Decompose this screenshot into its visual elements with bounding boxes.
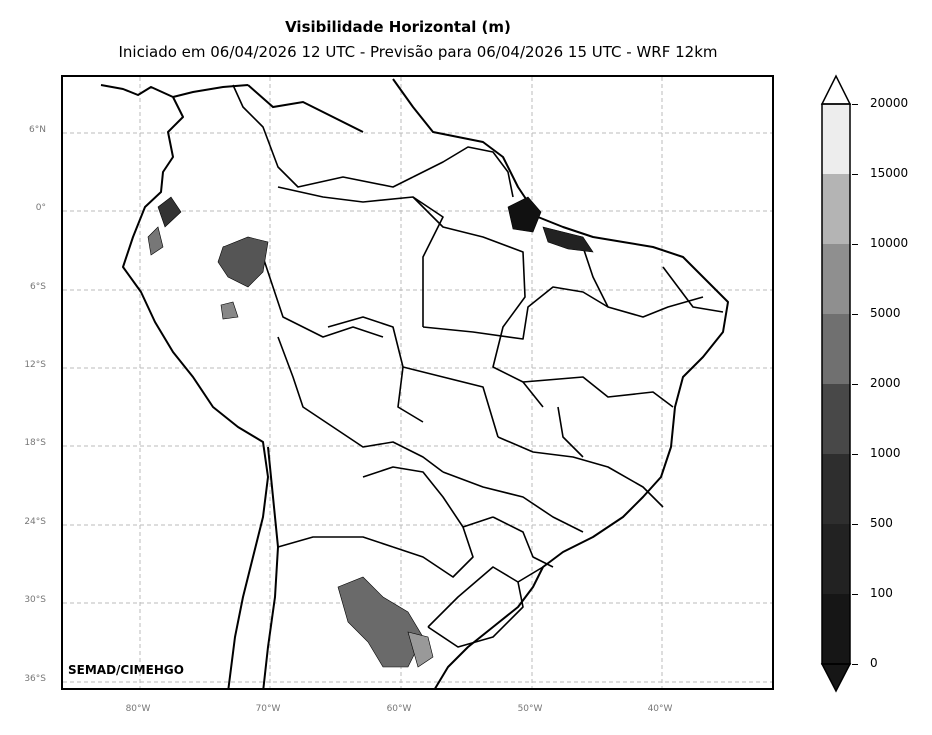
border-brazil-state-10 [492,516,554,568]
colorbar-segment [822,454,850,524]
cluster-argentina [337,576,424,668]
colorbar-segment [822,384,850,454]
gridlines [63,77,772,688]
border-brazil-state-9 [662,266,724,313]
lon-label-70w: 70°W [255,704,281,714]
lat-label-0: 0° [35,203,46,213]
coastline [100,78,729,688]
contour-clusters [147,196,594,668]
border-argentina-north [277,536,394,548]
colorbar-tick-mark [852,664,858,665]
border-bolivia-brazil [327,316,424,423]
colorbar-tick-label: 500 [870,516,893,530]
colorbar-segment [822,244,850,314]
colorbar-tick-mark [852,174,858,175]
colorbar-segment [822,524,850,594]
border-brazil-state-1 [412,196,544,408]
border-colombia-venezuela [232,84,414,188]
lat-label-6n: 6°N [29,125,46,135]
lat-label-24s: 24°S [24,517,46,527]
lon-label-80w: 80°W [125,704,151,714]
colorbar-tick-mark [852,594,858,595]
colorbar-segment [822,174,850,244]
chile-inner-border [262,446,280,688]
colorbar-outline [821,103,851,665]
lat-label-12s: 12°S [24,360,46,370]
map-frame [61,75,774,690]
colorbar-tick-label: 100 [870,586,893,600]
colorbar-tick-label: 20000 [870,96,909,110]
lon-label-60w: 60°W [386,704,412,714]
border-brazil-state-8 [557,406,584,458]
borders [222,84,724,648]
lon-label-40w: 40°W [647,704,673,714]
border-brazil-state-2 [422,286,609,340]
border-bolivia [277,336,444,473]
border-brazil-state-3 [582,246,704,318]
cluster-para-coast [542,226,594,253]
cluster-amazon [217,236,269,288]
colorbar-tick-label: 15000 [870,166,909,180]
colorbar-extend-bottom [820,663,852,693]
border-uruguay [427,566,524,648]
colorbar [820,74,852,694]
border-brazil-state-5 [497,436,664,508]
colorbar-segment [822,104,850,174]
colorbar-segment [822,594,850,664]
lat-label-18s: 18°S [24,438,46,448]
cluster-ecuador [147,226,164,256]
colorbar-tick-mark [852,524,858,525]
colorbar-segments [822,104,850,664]
border-brazil-state-11 [462,516,544,583]
map-title: Visibilidade Horizontal (m) [285,18,511,36]
map-subtitle: Iniciado em 06/04/2026 12 UTC - Previsão… [118,43,718,61]
colorbar-tick-mark [852,244,858,245]
border-paraguay [362,466,474,578]
border-brazil-north [277,186,444,327]
lat-label-36s: 36°S [24,674,46,684]
cluster-argentina-east [407,631,434,668]
border-guianas [412,146,514,198]
lon-label-50w: 50°W [517,704,543,714]
colorbar-tick-mark [852,384,858,385]
colorbar-tick-mark [852,454,858,455]
map-canvas [63,77,772,688]
colorbar-tick-label: 10000 [870,236,909,250]
colorbar-tick-label: 0 [870,656,878,670]
colorbar-svg [820,74,852,693]
colorbar-tick-mark [852,314,858,315]
cluster-peru-south [220,301,239,320]
colorbar-tick-label: 5000 [870,306,901,320]
cluster-andes-north [157,196,182,228]
west-coast-detail [172,84,364,133]
lat-label-30s: 30°S [24,595,46,605]
credit-label: SEMAD/CIMEHGO [68,663,184,677]
cluster-amapa [507,196,542,233]
colorbar-segment [822,314,850,384]
border-brazil-state-7 [402,366,499,438]
border-brazil-state-4 [522,376,674,408]
colorbar-tick-label: 2000 [870,376,901,390]
colorbar-tick-mark [852,104,858,105]
colorbar-tick-label: 1000 [870,446,901,460]
colorbar-extend-top [820,74,852,105]
border-brazil-state-6 [442,471,584,533]
lat-label-6s: 6°S [30,282,46,292]
